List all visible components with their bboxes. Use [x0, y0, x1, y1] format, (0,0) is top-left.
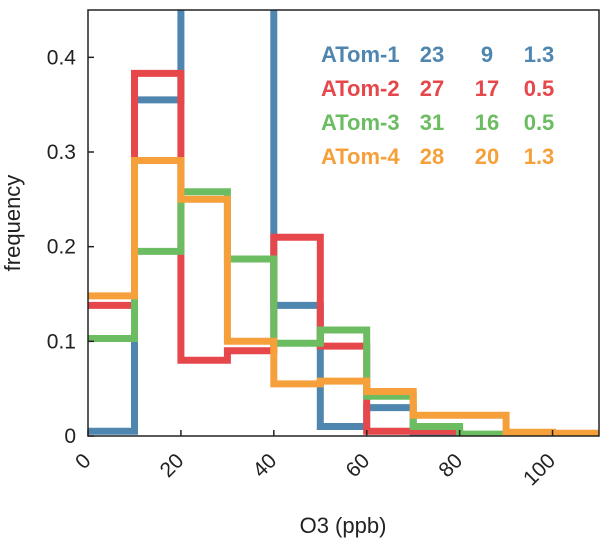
x-tick-label: 100: [519, 449, 560, 490]
legend-stat-atom-2-2: 17: [475, 76, 499, 101]
y-tick-label: 0: [64, 425, 76, 448]
y-axis-label: frequency: [0, 175, 25, 272]
series-line-atom-4: [88, 157, 599, 436]
x-tick-label: 40: [249, 449, 282, 482]
legend-stat-atom-1-1: 23: [420, 42, 444, 67]
legend-stat-atom-2-1: 27: [420, 76, 444, 101]
legend-stat-atom-2-3: 0.5: [524, 76, 555, 101]
series-line-atom-3: [88, 188, 599, 436]
y-tick-label: 0.2: [47, 236, 76, 259]
legend-entry-atom-1: ATom-1: [321, 42, 400, 67]
y-tick-label: 0.1: [47, 330, 76, 353]
legend-stat-atom-1-2: 9: [481, 42, 493, 67]
plot-frame: [87, 9, 600, 437]
legend-stat-atom-3-1: 31: [420, 110, 444, 135]
legend-stat-atom-4-1: 28: [420, 144, 444, 169]
legend-stat-atom-4-2: 20: [475, 144, 499, 169]
y-tick-label: 0.3: [47, 141, 76, 164]
x-tick-label: 0: [71, 449, 96, 474]
legend: ATom-1 23 9 1.3 ATom-2 27 17 0.5 ATom-3 31 16 0.5 AT…: [321, 42, 554, 169]
y-tick-label: 0.4: [47, 46, 77, 69]
legend-stat-atom-3-3: 0.5: [524, 110, 555, 135]
x-tick-label: 20: [156, 449, 189, 482]
legend-stat-atom-3-2: 16: [475, 110, 499, 135]
x-axis-label: O3 (ppb): [300, 513, 387, 538]
legend-entry-atom-2: ATom-2: [321, 76, 400, 101]
series-layer: [88, 10, 599, 436]
x-tick-label: 80: [434, 449, 467, 482]
legend-stat-atom-1-3: 1.3: [524, 42, 555, 67]
legend-stat-atom-4-3: 1.3: [524, 144, 555, 169]
legend-entry-atom-4: ATom-4: [321, 144, 400, 169]
x-tick-label: 60: [341, 449, 374, 482]
legend-entry-atom-3: ATom-3: [321, 110, 400, 135]
series-line-atom-2: [88, 69, 599, 436]
series-line-atom-1: [88, 10, 599, 436]
